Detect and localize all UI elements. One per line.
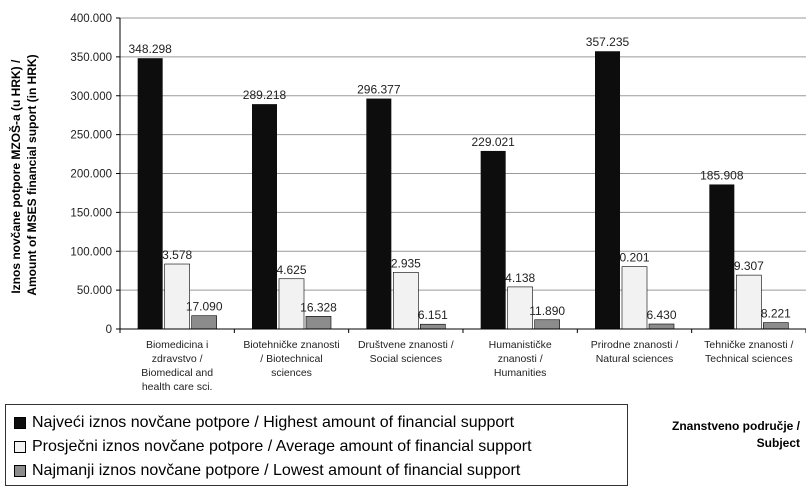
bar [393, 271, 419, 330]
data-label: 4.625 [276, 263, 306, 277]
legend-item-average: Prosječni iznos novčane potpore / Averag… [10, 435, 627, 459]
bar [366, 98, 392, 329]
y-tick-label: 250.000 [70, 130, 112, 142]
x-category-label-line: Social sciences [370, 353, 442, 365]
data-label: 2.935 [391, 256, 421, 270]
bar [648, 323, 675, 330]
data-label: 348.298 [128, 42, 172, 56]
x-category-label-line: znanosti / [498, 353, 543, 365]
data-label: 0.201 [619, 251, 649, 265]
bar [621, 266, 648, 330]
data-label: 357.235 [586, 35, 630, 49]
bar [534, 319, 560, 330]
x-axis-title-line-2: Subject [756, 436, 800, 450]
data-label: 185.908 [700, 168, 744, 182]
bars [137, 51, 789, 330]
bar [252, 104, 277, 330]
gridlines [120, 17, 806, 291]
y-tick-label: 400.000 [70, 13, 112, 25]
x-category-label: Humanističke znanosti / Humanities [489, 339, 552, 379]
x-category-label-line: sciences [271, 367, 312, 379]
x-axis-title-line-1: Znanstveno područje / [671, 419, 800, 433]
y-tick-label: 300.000 [70, 91, 112, 103]
legend-swatch-average [14, 441, 26, 453]
x-category-label-line: Prirodne znanosti / [591, 339, 679, 351]
data-label: 289.218 [243, 88, 287, 102]
data-label: 8.221 [761, 307, 791, 321]
bar [137, 58, 163, 329]
x-category-label-line: Humanities [494, 367, 547, 379]
x-category-label-line: Biotehničke znanosti [243, 339, 339, 351]
bar [763, 322, 789, 330]
bar [480, 150, 506, 329]
x-category-label: Društvene znanosti / Social sciences [358, 339, 454, 365]
y-tick-label: 0 [106, 324, 112, 336]
legend-label-highest: Najveći iznos novčane potpore / Highest … [32, 414, 515, 431]
y-tick-label: 50.000 [77, 285, 112, 297]
data-label: 229.021 [471, 135, 515, 149]
data-label: 6.151 [418, 308, 448, 322]
y-tick-label: 200.000 [70, 169, 112, 181]
x-category-label-line: Humanističke [489, 339, 552, 351]
x-axis-title: Znanstveno područje / Subject [640, 418, 800, 452]
data-label: 16.328 [300, 300, 337, 314]
y-axis-label-line-1: Iznos novčane potpore MZOŠ-a (u HRK) / [8, 59, 23, 294]
y-tick-labels: 0 50.000 100.000 150.000 200.000 250.000 300.0… [70, 13, 120, 336]
bar [305, 316, 332, 330]
bar [164, 263, 190, 330]
y-axis-label-line-2: Amount of MSES financial suport (in HRK) [25, 54, 39, 295]
bar [420, 323, 446, 330]
bar [191, 315, 217, 330]
data-label: 3.578 [162, 248, 192, 262]
x-category-label: Biotehničke znanosti / Biotechnical scienc… [243, 339, 339, 379]
x-category-label-line: Društvene znanosti / [358, 339, 454, 351]
y-tick-label: 100.000 [70, 246, 112, 258]
bar [736, 274, 762, 330]
bar [709, 184, 735, 329]
data-label: 6.430 [646, 308, 676, 322]
legend-item-highest: Najveći iznos novčane potpore / Highest … [10, 411, 627, 435]
x-category-label-line: Biomedicina i [146, 339, 208, 351]
x-category-label-line: Biomedical and [141, 367, 213, 379]
data-label: 11.890 [529, 304, 565, 318]
legend-swatch-lowest [14, 465, 26, 477]
y-tick-label: 150.000 [70, 207, 112, 219]
x-category-labels: Biomedicina i zdravstvo / Biomedical and he… [119, 329, 806, 393]
bar [595, 51, 620, 329]
bar-chart: 0 50.000 100.000 150.000 200.000 250.000 300.0… [8, 13, 806, 393]
legend-item-lowest: Najmanji iznos novčane potpore / Lowest … [10, 459, 627, 483]
y-tick-label: 350.000 [70, 52, 112, 64]
data-label: 4.138 [505, 271, 535, 285]
data-label: 9.307 [734, 259, 764, 273]
legend-label-average: Prosječni iznos novčane potpore / Averag… [32, 438, 532, 455]
legend-swatch-highest [14, 417, 26, 429]
x-category-label-line: health care sci. [142, 381, 213, 393]
data-label: 17.090 [186, 300, 223, 314]
bar [278, 278, 305, 330]
data-label: 296.377 [357, 83, 401, 97]
legend: Najveći iznos novčane potpore / Highest … [5, 404, 628, 486]
x-category-label: Tehničke znanosti / Technical sciences [704, 339, 793, 365]
x-category-label: Biomedicina i zdravstvo / Biomedical and he… [141, 339, 213, 393]
x-category-label-line: Technical sciences [705, 353, 793, 365]
x-category-label-line: / Biotechnical [260, 353, 322, 365]
legend-label-lowest: Najmanji iznos novčane potpore / Lowest … [32, 462, 521, 479]
x-category-label-line: Tehničke znanosti / [704, 339, 793, 351]
x-category-label-line: Natural sciences [596, 353, 674, 365]
x-category-label-line: zdravstvo / [152, 353, 203, 365]
data-labels: 348.298 3.578 17.090 289.218 4.625 16.328 296.… [128, 35, 791, 322]
y-axis-label: Iznos novčane potpore MZOŠ-a (u HRK) / A… [8, 54, 39, 295]
x-category-label: Prirodne znanosti / Natural sciences [591, 339, 679, 365]
